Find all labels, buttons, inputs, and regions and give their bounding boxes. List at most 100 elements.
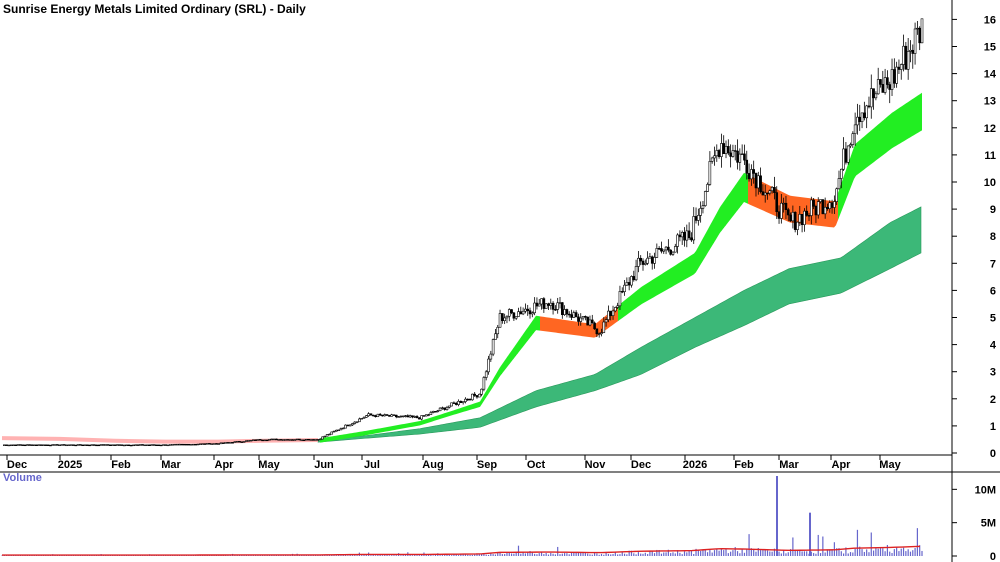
ribbon-segment-up: [342, 434, 344, 440]
ribbon-segment-up: [482, 394, 484, 404]
ribbon-segment-up: [710, 221, 712, 250]
volume-tick-label: 10M: [975, 484, 996, 496]
candle-body: [300, 439, 304, 441]
candle-body: [286, 439, 290, 441]
candle-body: [750, 169, 753, 180]
time-tick-label: Mar: [161, 459, 181, 471]
ribbon-segment-down: [748, 174, 750, 205]
candle-body: [786, 209, 790, 216]
candle-body: [194, 443, 197, 446]
candle-body: [185, 443, 188, 446]
candle-body: [325, 434, 329, 437]
candle-body: [205, 443, 209, 445]
candle-body: [477, 393, 481, 398]
volume-tick-label: 0: [990, 551, 996, 562]
candle-body: [152, 444, 156, 446]
candle-body: [189, 444, 193, 446]
candle-body: [662, 249, 666, 252]
candle-body: [766, 192, 769, 195]
time-tick-label: Mar: [779, 459, 799, 471]
price-tick-label: 4: [990, 340, 997, 352]
candle-body: [277, 439, 280, 441]
candle-body: [365, 415, 368, 418]
chart-title: Sunrise Energy Metals Limited Ordinary (…: [3, 2, 306, 16]
candle-body: [341, 427, 345, 430]
ribbon-segment-up: [420, 420, 422, 426]
ribbon-segment-up: [464, 406, 466, 412]
candle-body: [323, 435, 327, 438]
candle-body: [644, 262, 647, 265]
ribbon-segment-up: [408, 422, 410, 428]
time-tick-label: Dec: [631, 459, 651, 471]
ribbon-segment-up: [678, 262, 680, 284]
candle-body: [916, 27, 919, 30]
candle-body: [104, 444, 108, 446]
candle-body: [761, 191, 765, 196]
ribbon-segment-up: [704, 232, 706, 259]
candle-body: [846, 145, 850, 163]
ribbon-segment-down: [778, 189, 780, 219]
candle-body: [231, 442, 234, 444]
ribbon-segment-up: [852, 147, 854, 185]
candle-body: [222, 442, 225, 444]
candle-body: [367, 413, 370, 417]
ribbon-segment-up: [532, 318, 534, 336]
ribbon-segment-up: [412, 422, 414, 427]
candle-body: [169, 444, 172, 446]
candle-body: [16, 444, 20, 446]
candle-body: [166, 444, 170, 447]
candle-body: [851, 133, 855, 145]
candle-body: [909, 49, 912, 52]
candle-body: [584, 316, 587, 318]
ribbon-segment-up: [668, 268, 670, 290]
candle-body: [648, 256, 652, 259]
candle-body: [632, 276, 636, 281]
candle-body: [14, 444, 18, 446]
candle-body: [844, 148, 848, 163]
ribbon-segment-up: [484, 391, 486, 401]
ribbon-segment-up: [530, 321, 532, 338]
ribbon-segment-up: [918, 94, 920, 133]
ribbon-segment-up: [334, 435, 336, 441]
candle-body: [219, 442, 223, 445]
ribbon-segment-up: [696, 247, 698, 273]
ribbon-segment-up: [326, 437, 328, 442]
ribbon-segment-up: [908, 100, 910, 139]
ribbon-segment-up: [442, 413, 444, 419]
candle-body: [178, 443, 181, 446]
candle-body: [607, 310, 610, 320]
candle-body: [28, 444, 31, 446]
candle-body: [282, 439, 285, 441]
ribbon-segment-up: [740, 175, 742, 208]
ribbon-segment-up: [390, 426, 392, 431]
ribbon-segment-up: [686, 257, 688, 279]
ribbon-segment-down: [598, 320, 600, 336]
candle-body: [521, 310, 525, 315]
candle-body: [272, 438, 276, 441]
candle-body: [201, 443, 204, 445]
candle-body: [807, 215, 811, 217]
candle-body: [770, 187, 774, 192]
candle-body: [468, 398, 472, 401]
candle-body: [646, 257, 649, 264]
candle-body: [369, 413, 373, 416]
ribbon-segment-up: [348, 433, 350, 439]
candle-body: [498, 313, 502, 328]
ribbon-segment-up: [638, 287, 640, 307]
candle-body: [217, 443, 221, 445]
candle-body: [793, 211, 797, 230]
ribbon-segment-down: [766, 183, 768, 213]
ribbon-segment-up: [914, 96, 916, 136]
candle-body: [715, 150, 719, 157]
ribbon-segment-up: [702, 236, 704, 263]
candle-body: [457, 400, 460, 405]
candle-body: [604, 319, 608, 323]
ribbon-segment-up: [360, 431, 362, 437]
ribbon-segment-up: [486, 387, 488, 398]
candle-body: [72, 444, 75, 446]
candle-body: [680, 232, 684, 238]
ribbon-segment-up: [728, 192, 730, 223]
candle-body: [537, 303, 541, 307]
candle-body: [67, 444, 71, 446]
candle-body: [351, 423, 354, 426]
